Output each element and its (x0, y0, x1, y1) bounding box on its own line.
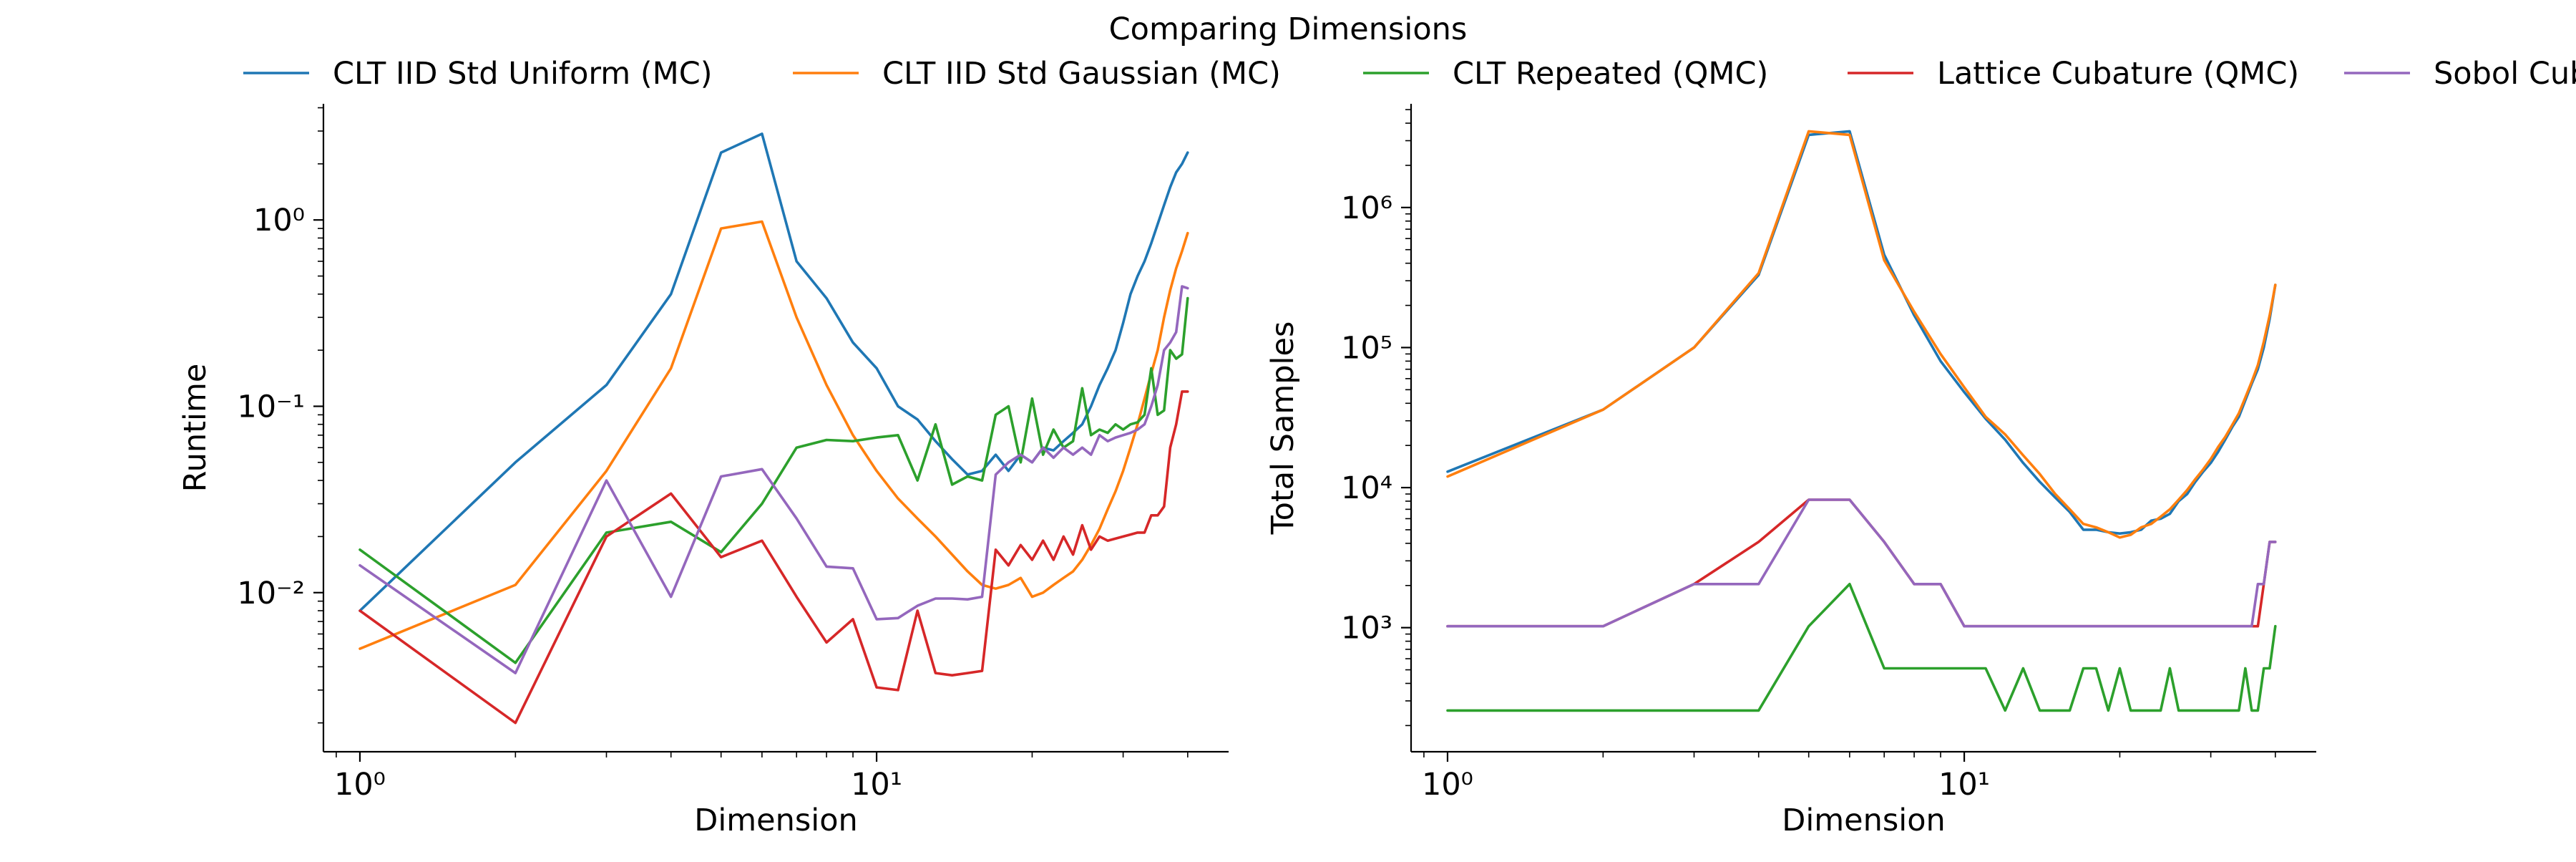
x-axis-label: Dimension (694, 803, 858, 838)
minor-ticks (318, 107, 1189, 757)
y-tick-label: 10³ (1341, 611, 1392, 646)
legend-label: CLT IID Std Gaussian (MC) (882, 56, 1281, 92)
total-samples-panel: 10⁰ 10¹ 10³ 10⁴ 10⁵ 10⁶ Dimension Total Samples (1265, 104, 2316, 838)
series-line-2 (358, 220, 1189, 650)
series-line-1 (1446, 130, 2277, 536)
x-tick-label: 10¹ (1938, 767, 1990, 803)
x-tick-label: 10¹ (851, 767, 902, 803)
series-line-3 (1446, 582, 2277, 712)
series-line-4 (358, 390, 1189, 725)
x-tick-label: 10⁰ (334, 767, 386, 803)
series-line-3 (358, 296, 1189, 664)
legend: CLT IID Std Uniform (MC) CLT IID Std Gaus… (243, 56, 2576, 92)
legend-label: CLT IID Std Uniform (MC) (333, 56, 713, 92)
y-tick-label: 10⁰ (253, 203, 305, 238)
legend-label: Lattice Cubature (QMC) (1937, 56, 2299, 92)
y-tick-label: 10⁻¹ (237, 389, 305, 425)
x-axis-label: Dimension (1782, 803, 1946, 838)
series-line-2 (1446, 130, 2277, 539)
legend-label: CLT Repeated (QMC) (1453, 56, 1768, 92)
y-tick-label: 10⁶ (1341, 190, 1392, 226)
figure-title: Comparing Dimensions (1109, 11, 1468, 47)
series-line-5 (358, 285, 1189, 674)
minor-ticks (1405, 109, 2276, 757)
x-tick-label: 10⁰ (1422, 767, 1473, 803)
y-tick-label: 10⁴ (1341, 470, 1392, 506)
y-axis-label: Runtime (177, 364, 213, 493)
series-line-5 (1446, 498, 2277, 628)
y-tick-label: 10⁻² (237, 576, 305, 611)
legend-label: Sobol Cubature (QMC) (2434, 56, 2576, 92)
y-axis-label: Total Samples (1265, 321, 1301, 536)
y-tick-label: 10⁵ (1341, 330, 1392, 366)
series-line-4 (1446, 498, 2277, 628)
runtime-panel: 10⁰ 10¹ 10⁻² 10⁻¹ 10⁰ Dimension Runtime (177, 104, 1229, 838)
